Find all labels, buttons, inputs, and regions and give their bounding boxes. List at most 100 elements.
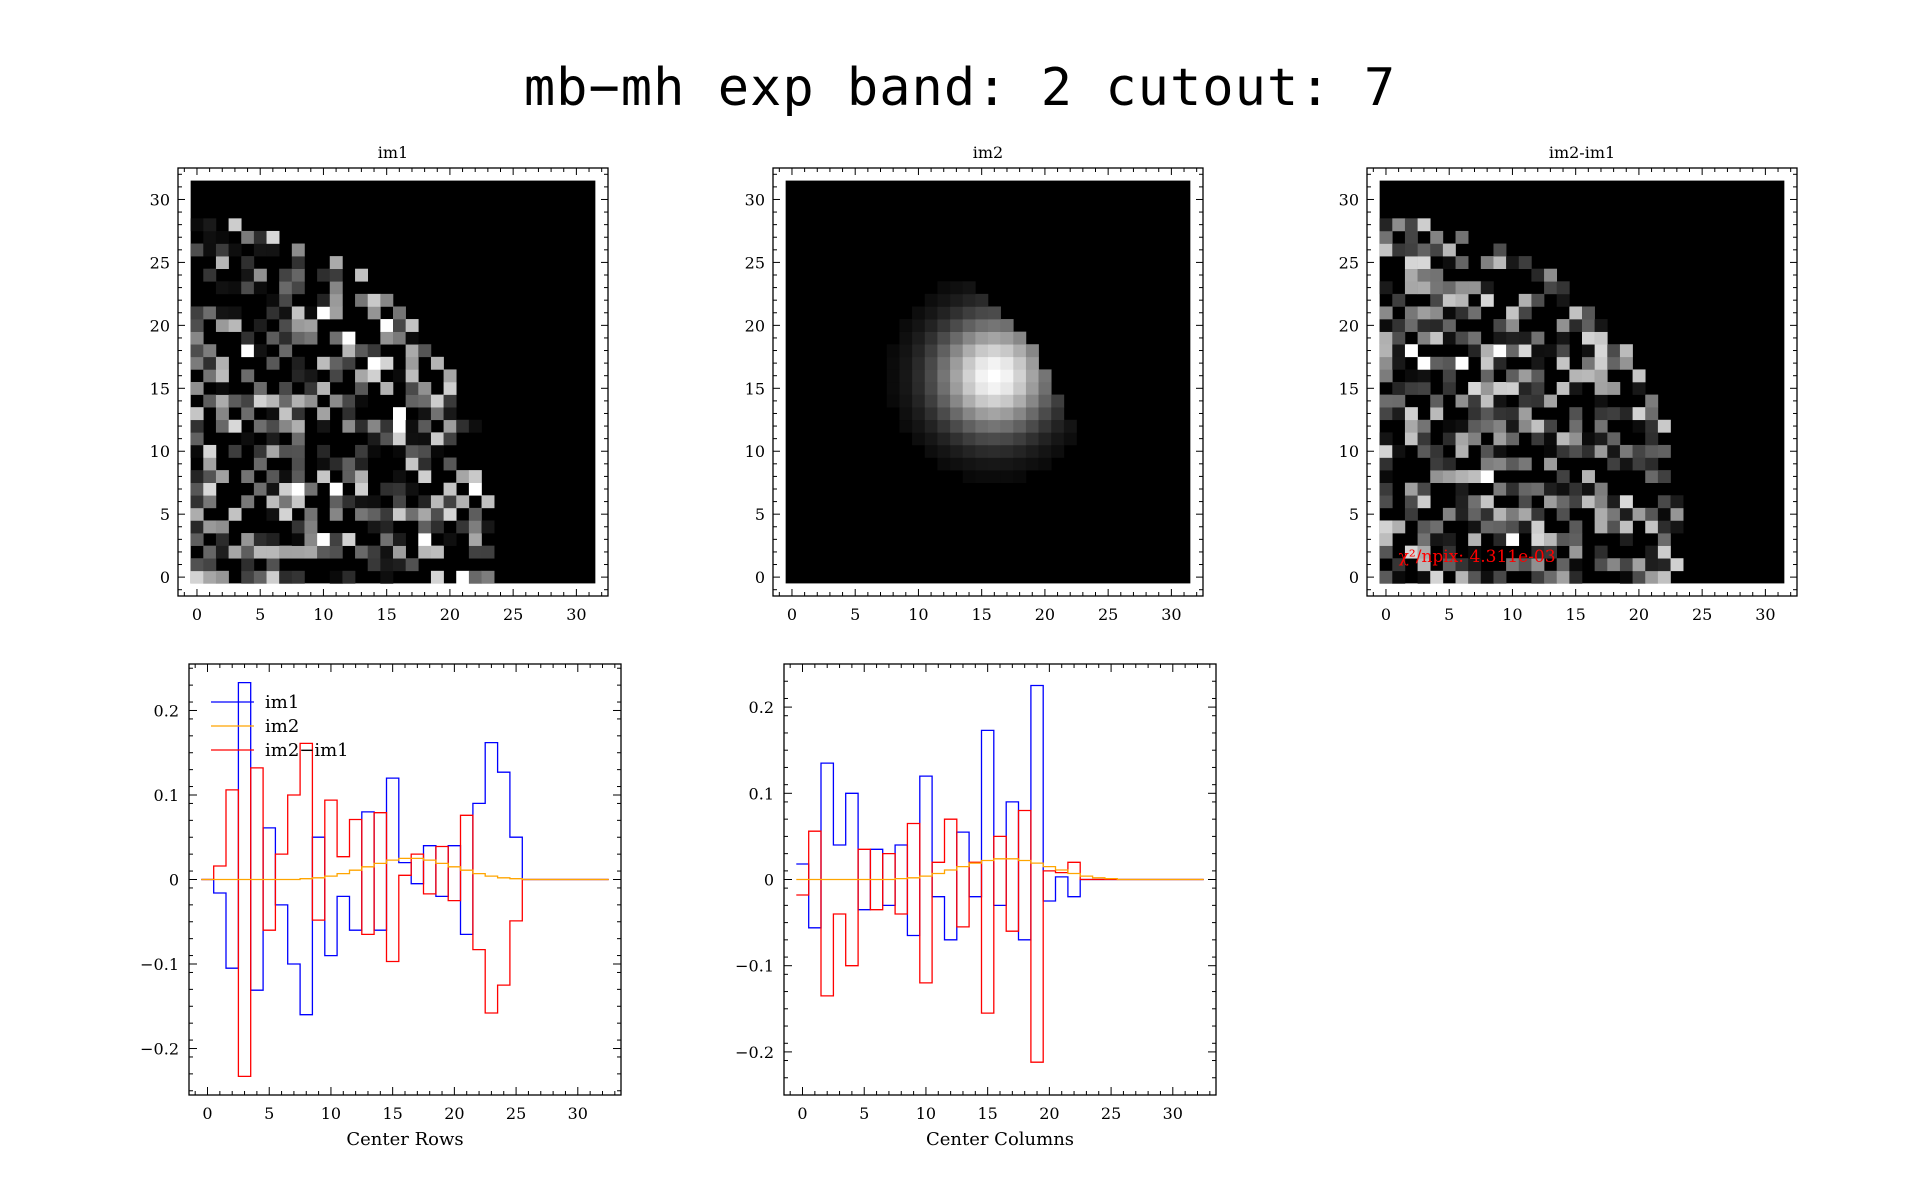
pixel — [418, 394, 432, 408]
pixel — [937, 407, 951, 421]
pixel — [1417, 331, 1431, 345]
pixel — [393, 470, 406, 484]
pixel — [1404, 369, 1418, 383]
series-line-im2 — [201, 857, 609, 881]
pixel — [1531, 394, 1545, 408]
pixel — [1025, 432, 1039, 446]
pixel — [1657, 419, 1671, 433]
pixel — [1038, 382, 1052, 395]
pixel — [253, 344, 267, 358]
pixel — [317, 470, 331, 484]
pixel — [1493, 482, 1507, 496]
pixel — [1518, 507, 1532, 521]
pixel — [1556, 533, 1570, 546]
pixel — [1582, 319, 1595, 332]
pixel — [1594, 344, 1608, 358]
pixel — [1468, 507, 1482, 521]
pixel — [443, 457, 457, 471]
pixel — [253, 230, 267, 244]
pixel — [886, 382, 900, 395]
pixel — [950, 281, 964, 295]
pixel — [912, 407, 926, 421]
pixel — [1442, 331, 1456, 345]
pixel — [291, 331, 305, 345]
pixel — [1392, 331, 1406, 345]
pixel — [1455, 394, 1469, 408]
pixel — [1025, 407, 1039, 421]
pixel — [1518, 256, 1532, 270]
pixel — [962, 432, 976, 446]
pixel — [1632, 457, 1646, 471]
pixel — [1417, 495, 1431, 509]
pixel — [1404, 268, 1418, 282]
y-tick-label: 15 — [745, 379, 765, 398]
pixel — [203, 545, 217, 559]
pixel — [304, 319, 318, 332]
pixel — [1430, 394, 1444, 408]
pixel — [1038, 407, 1052, 421]
pixel — [1518, 344, 1532, 358]
pixel — [924, 419, 938, 433]
pixel — [1379, 407, 1393, 421]
pixel — [393, 306, 406, 320]
pixel — [380, 558, 394, 572]
pixel — [1518, 293, 1532, 307]
pixel — [266, 470, 280, 484]
pixel — [266, 331, 280, 345]
pixel — [203, 243, 217, 257]
pixel — [1455, 331, 1469, 345]
pixel — [1506, 457, 1520, 471]
pixel — [1379, 457, 1393, 471]
pixel — [1430, 331, 1444, 345]
pixel — [1670, 507, 1684, 521]
pixel — [215, 570, 229, 584]
pixel — [962, 281, 976, 295]
pixel — [1556, 432, 1570, 446]
pixel — [1670, 520, 1684, 534]
pixel — [1404, 281, 1418, 295]
pixel — [1556, 570, 1570, 584]
x-tick-label: 5 — [1444, 605, 1454, 624]
pixel — [355, 419, 369, 433]
pixel — [380, 482, 394, 496]
pixel — [988, 331, 1001, 345]
pixel — [1657, 495, 1671, 509]
x-tick-label: 25 — [1098, 605, 1118, 624]
pixel — [393, 319, 406, 332]
pixel — [1594, 419, 1608, 433]
pixel — [1455, 482, 1469, 496]
pixel — [1025, 457, 1039, 471]
pixel — [1468, 407, 1482, 421]
pixel — [950, 419, 964, 433]
pixel — [1556, 444, 1570, 458]
pixel — [380, 520, 394, 534]
pixel — [1417, 419, 1431, 433]
pixel — [1518, 520, 1532, 534]
pixel — [937, 369, 951, 383]
pixel — [443, 495, 457, 509]
pixel — [1518, 394, 1532, 408]
pixel — [266, 419, 280, 433]
pixel — [393, 407, 406, 421]
pixel — [279, 507, 293, 521]
pixel — [1506, 407, 1520, 421]
pixel — [203, 356, 217, 370]
pixel — [1404, 319, 1418, 332]
pixel — [937, 306, 951, 320]
pixel — [950, 344, 964, 358]
pixel — [393, 495, 406, 509]
pixel — [1392, 558, 1406, 572]
pixel — [443, 533, 457, 546]
y-tick-label: 25 — [1339, 253, 1359, 272]
pixel — [291, 520, 305, 534]
pixel — [190, 470, 204, 484]
pixel — [329, 533, 343, 546]
pixel — [1531, 419, 1545, 433]
pixel — [279, 495, 293, 509]
pixel — [1506, 432, 1520, 446]
pixel — [899, 419, 913, 433]
pixel — [1025, 419, 1039, 433]
pixel — [1013, 369, 1027, 383]
pixel — [950, 369, 964, 383]
pixel — [1645, 419, 1659, 433]
